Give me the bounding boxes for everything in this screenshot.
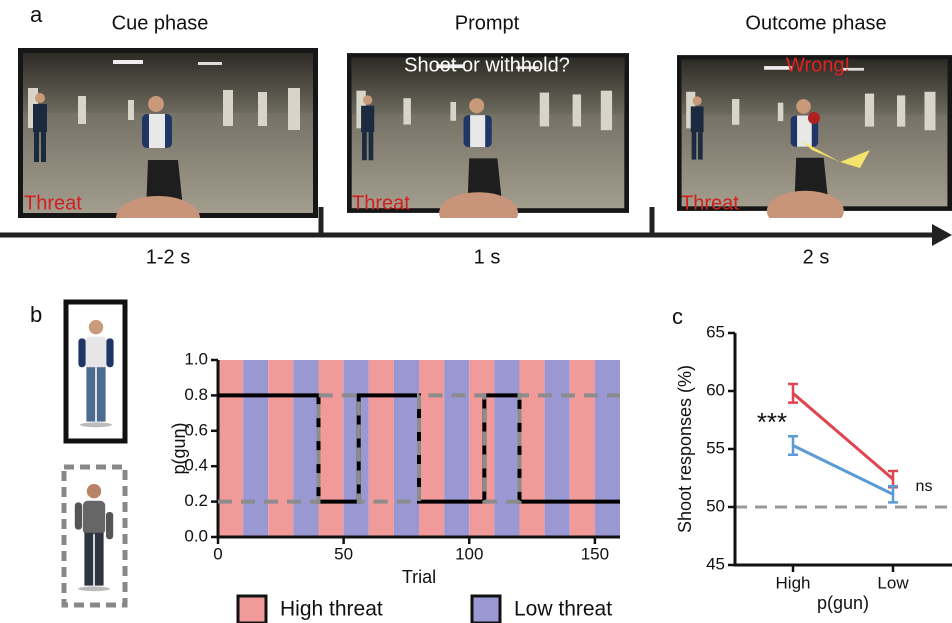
error-bar xyxy=(788,382,798,404)
error-bar xyxy=(888,469,898,489)
series-line xyxy=(218,393,620,504)
condition-block xyxy=(444,360,470,537)
duration: 2 s xyxy=(803,246,830,268)
y-tick-label: 50 xyxy=(706,496,725,515)
y-axis-label: p(gun) xyxy=(169,422,189,474)
annotation: *** xyxy=(757,407,787,437)
panel-label: a xyxy=(30,2,43,27)
condition-block xyxy=(368,360,394,537)
x-axis-label: p(gun) xyxy=(817,593,869,613)
phase-title: Cue phase xyxy=(112,12,209,34)
phase-title: Outcome phase xyxy=(745,12,886,34)
condition-block xyxy=(318,360,344,537)
series-line xyxy=(792,444,894,496)
error-bar xyxy=(788,434,798,457)
error-bar xyxy=(888,484,898,504)
timeline xyxy=(0,207,952,246)
x-tick-label: 150 xyxy=(581,544,609,563)
duration: 1-2 s xyxy=(146,246,190,268)
legend-label: High threat xyxy=(280,598,383,621)
x-tick-label: 50 xyxy=(334,544,353,563)
y-tick-label: 45 xyxy=(706,554,725,573)
prompt-text: Shoot or withhold? xyxy=(404,54,570,76)
y-tick-label: 1.0 xyxy=(184,349,208,368)
threat-tag: Threat xyxy=(24,192,82,214)
duration: 1 s xyxy=(474,246,501,268)
condition-block xyxy=(268,360,294,537)
condition-block xyxy=(293,360,319,537)
series-line xyxy=(792,392,894,481)
feedback-text: Wrong! xyxy=(786,54,850,76)
x-tick-label: 100 xyxy=(455,544,483,563)
chart-c: 45 50 55 60 65 High Low p(gun) Shoot responses (… xyxy=(675,322,952,613)
annotation: ns xyxy=(916,478,933,495)
condition-block xyxy=(594,360,620,537)
condition-block xyxy=(393,360,419,537)
x-tick-label: Low xyxy=(877,573,909,592)
y-tick-label: 65 xyxy=(706,322,725,341)
legend-label: Low threat xyxy=(514,598,612,621)
condition-block xyxy=(419,360,445,537)
legend-swatch xyxy=(236,594,268,623)
panel-label: b xyxy=(30,302,42,327)
y-tick-label: 0.0 xyxy=(184,526,208,545)
y-tick-label: 0.2 xyxy=(184,491,208,510)
condition-block xyxy=(469,360,495,537)
condition-block xyxy=(544,360,570,537)
y-tick-label: 0.4 xyxy=(184,456,208,475)
condition-block xyxy=(494,360,520,537)
threat-tag: Threat xyxy=(681,192,739,214)
condition-block xyxy=(569,360,595,537)
condition-block xyxy=(243,360,269,537)
x-axis-label: Trial xyxy=(402,567,436,587)
y-tick-label: 60 xyxy=(706,380,725,399)
legend-swatch xyxy=(470,594,502,623)
muzzle-flash xyxy=(800,112,870,168)
y-tick-label: 0.6 xyxy=(184,420,208,439)
chart-b: 0.0 0.2 0.4 0.6 0.8 1.0 0 50 100 150 Trial p(gun) Hi… xyxy=(169,349,620,623)
condition-block xyxy=(218,360,244,537)
y-tick-label: 55 xyxy=(706,438,725,457)
y-axis-label: Shoot responses (%) xyxy=(675,365,695,533)
y-tick-label: 0.8 xyxy=(184,385,208,404)
condition-block xyxy=(343,360,369,537)
x-tick-label: 0 xyxy=(213,544,222,563)
condition-block xyxy=(519,360,545,537)
phase-title: Prompt xyxy=(455,12,520,34)
x-tick-label: High xyxy=(776,573,811,592)
panel-label: c xyxy=(672,304,683,329)
threat-tag: Threat xyxy=(352,192,410,214)
